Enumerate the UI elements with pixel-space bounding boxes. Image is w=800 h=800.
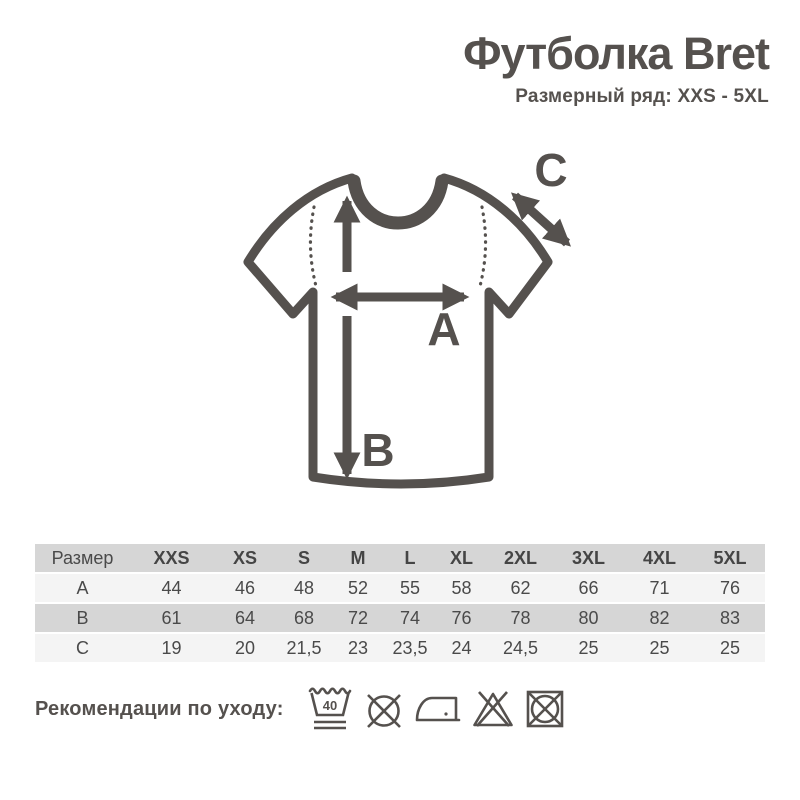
size-cell: 23,5 (392, 637, 428, 658)
size-cell: 52 (347, 577, 369, 598)
col-header-5xl: 5XL (713, 547, 747, 568)
care-label: Рекомендации по уходу: (35, 697, 284, 720)
shoulder-seam-right-dotted (477, 205, 488, 292)
size-cell: 55 (399, 577, 421, 598)
size-cell: 58 (451, 577, 472, 598)
col-header-2xl: 2XL (503, 547, 537, 568)
col-header-l: L (404, 547, 416, 568)
size-cell: 25 (578, 637, 599, 658)
table-row-b: B 61 64 68 72 74 76 78 80 82 83 (35, 604, 765, 632)
size-cell: 19 (161, 637, 182, 658)
size-cell: 62 (510, 577, 531, 598)
size-cell: 76 (719, 577, 741, 598)
row-label: A (76, 577, 89, 598)
size-cell: 46 (234, 577, 256, 598)
label-width-a: A (427, 303, 460, 355)
care-section: Рекомендации по уходу: 40 (35, 684, 566, 734)
size-cell: 72 (347, 607, 369, 628)
col-header-4xl: 4XL (642, 547, 676, 568)
size-cell: 83 (719, 607, 741, 628)
size-cell: 80 (578, 607, 599, 628)
tshirt-measure-diagram: A B C (243, 144, 572, 489)
tshirt-outline (243, 173, 553, 489)
do-not-bleach-icon (472, 691, 513, 727)
col-header-xxs: XXS (153, 547, 190, 568)
table-row-c: C 19 20 21,5 23 23,5 24 24,5 25 25 25 (35, 634, 765, 662)
col-header-3xl: 3XL (571, 547, 605, 568)
label-length-b: B (361, 424, 394, 476)
shoulder-seam-left-dotted (308, 205, 319, 292)
col-header-xl: XL (449, 547, 473, 568)
do-not-tumble-dry-icon (526, 690, 563, 728)
size-cell: 71 (649, 577, 670, 598)
table-header-row: Размер XXS XS S M L XL 2XL 3XL 4XL 5XL (35, 544, 765, 572)
size-cell: 25 (649, 637, 670, 658)
wash-40-gentle-icon: 40 (308, 687, 351, 730)
svg-text:40: 40 (322, 698, 336, 713)
size-cell: 61 (161, 607, 182, 628)
size-cell: 21,5 (286, 637, 322, 658)
size-cell: 78 (510, 607, 531, 628)
size-cell: 68 (293, 607, 315, 628)
col-header-s: S (297, 547, 310, 568)
page-title: Футболка Bret (463, 28, 770, 79)
size-cell: 64 (234, 607, 256, 628)
row-label: B (76, 607, 89, 628)
size-cell: 48 (293, 577, 315, 598)
size-cell: 24 (451, 637, 472, 658)
size-cell: 23 (347, 637, 369, 658)
size-cell: 24,5 (502, 637, 539, 658)
collar-arc (347, 174, 449, 230)
label-sleeve-c: C (534, 144, 567, 196)
size-cell: 66 (578, 577, 599, 598)
header-block: Футболка Bret Размерный ряд: XXS - 5XL (463, 28, 770, 108)
page-subtitle: Размерный ряд: XXS - 5XL (515, 86, 769, 108)
size-cell: 74 (399, 607, 421, 628)
table-row-a: A 44 46 48 52 55 58 62 66 71 76 (35, 574, 765, 602)
size-cell: 25 (719, 637, 741, 658)
iron-low-temperature-icon (415, 696, 460, 722)
col-header-m: M (350, 547, 366, 568)
col-header-size: Размер (51, 547, 114, 568)
col-header-xs: XS (232, 547, 257, 568)
size-cell: 20 (234, 637, 256, 658)
size-cell: 44 (161, 577, 182, 598)
row-label: C (76, 637, 89, 658)
sleeve-arrow (510, 192, 572, 247)
do-not-dry-clean-icon (366, 694, 401, 728)
care-icons-row: 40 (308, 684, 566, 734)
size-table: Размер XXS XS S M L XL 2XL 3XL 4XL 5XL A… (35, 542, 765, 664)
size-cell: 76 (451, 607, 472, 628)
size-cell: 82 (649, 607, 670, 628)
